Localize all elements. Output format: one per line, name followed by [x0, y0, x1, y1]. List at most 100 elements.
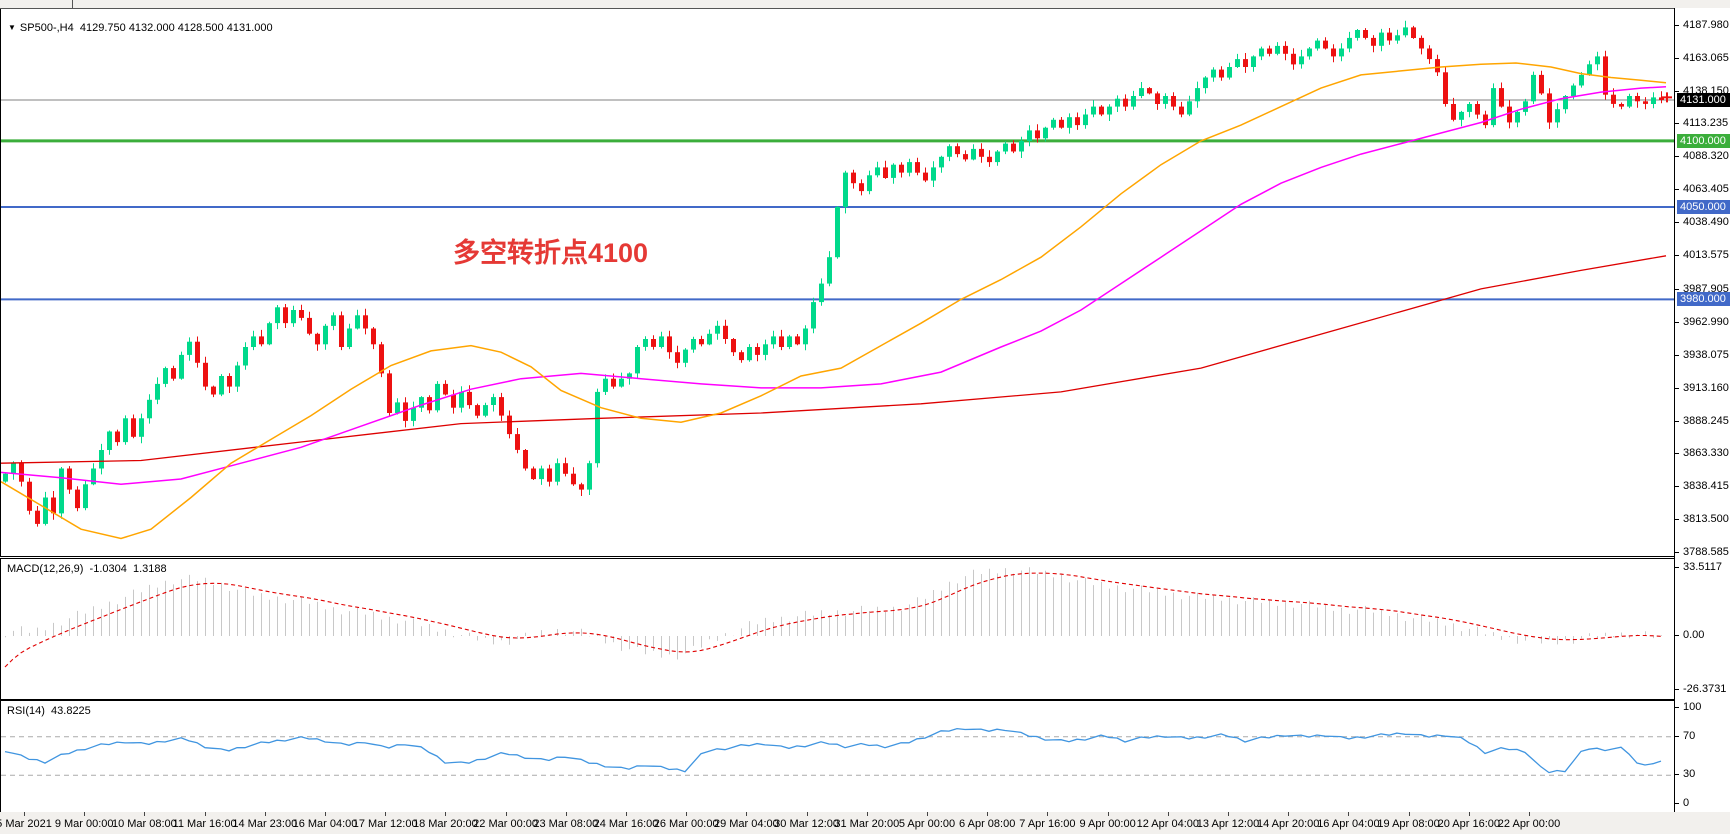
- macd-indicator-panel[interactable]: MACD(12,26,9) -1.0304 1.3188: [0, 558, 1675, 700]
- axis-tick: [1675, 566, 1679, 568]
- time-tick: [806, 812, 808, 816]
- rsi-line: [4, 727, 1662, 774]
- candle-body: [1395, 35, 1400, 41]
- candle-body: [739, 352, 744, 361]
- ohlc-open: 4129.750: [79, 22, 126, 34]
- rsi-axis-label: 30: [1683, 768, 1696, 781]
- candle-body: [1491, 88, 1496, 126]
- candle-body: [227, 376, 232, 387]
- candle-body: [787, 336, 792, 347]
- price-axis-label: 3838.415: [1683, 480, 1729, 493]
- candle-body: [123, 418, 128, 443]
- axis-tick: [1675, 354, 1679, 356]
- time-tick: [264, 812, 266, 816]
- candle-body: [531, 468, 536, 480]
- time-axis[interactable]: 5 Mar 2021 9 Mar 00:00 10 Mar 08:00 11 Mar …: [0, 812, 1730, 834]
- candle-body: [1443, 72, 1448, 104]
- rsi-canvas[interactable]: [1, 701, 1675, 813]
- axis-tick: [1675, 420, 1679, 422]
- candle-body: [795, 336, 800, 345]
- rsi-indicator-panel[interactable]: RSI(14) 43.8225: [0, 700, 1675, 814]
- symbol-label: SP500-,H4: [19, 22, 74, 34]
- price-axis-label: 3938.075: [1683, 348, 1729, 361]
- rsi-value: 43.8225: [51, 705, 91, 717]
- candle-body: [1331, 48, 1336, 57]
- time-tick: [445, 812, 447, 816]
- candle-body: [107, 431, 112, 450]
- candle-body: [1595, 56, 1600, 65]
- time-tick: [565, 812, 567, 816]
- candle-body: [659, 336, 664, 347]
- axis-tick: [1675, 552, 1679, 554]
- price-axis-label: 4013.575: [1683, 249, 1729, 262]
- time-tick: [24, 812, 25, 816]
- candle-body: [147, 399, 152, 419]
- candle-body: [371, 328, 376, 345]
- candle-body: [667, 336, 672, 353]
- price-axis-label: 4088.320: [1683, 150, 1729, 163]
- candle-body: [483, 405, 488, 416]
- ohlc-low: 4128.500: [177, 22, 224, 34]
- candle-body: [83, 484, 88, 509]
- main-price-panel[interactable]: ▼ SP500-,H4 4129.750 4132.000 4128.500 41…: [0, 9, 1675, 557]
- candle-body: [1043, 127, 1048, 139]
- candle-body: [1643, 101, 1648, 104]
- time-axis-label: 29 Mar 04:00: [713, 818, 779, 830]
- candle-body: [1139, 88, 1144, 96]
- candle-body: [803, 328, 808, 345]
- candle-body: [1339, 48, 1344, 57]
- ma-red-line: [1, 255, 1667, 464]
- macd-canvas[interactable]: [1, 559, 1675, 699]
- price-axis-label: 3863.330: [1683, 447, 1729, 460]
- candle-body: [1387, 32, 1392, 41]
- time-tick: [1348, 812, 1350, 816]
- candle-body: [1523, 101, 1528, 112]
- time-axis-label: 18 Mar 20:00: [412, 818, 478, 830]
- axis-tick: [1675, 774, 1679, 776]
- candle-body: [443, 383, 448, 395]
- symbol-dropdown-icon: ▼: [8, 23, 16, 32]
- candle-body: [987, 156, 992, 163]
- candle-body: [1251, 56, 1256, 67]
- candle-body: [835, 207, 840, 258]
- time-tick: [385, 812, 387, 816]
- candle-body: [1355, 30, 1360, 38]
- rsi-axis-label: 0: [1683, 797, 1690, 809]
- candle-body: [411, 407, 416, 421]
- candle-body: [675, 352, 680, 363]
- axis-tick: [1675, 24, 1679, 26]
- candle-body: [1107, 106, 1112, 115]
- time-axis-label: 22 Apr 00:00: [1497, 818, 1561, 830]
- price-axis-column[interactable]: 4187.980 4163.065 4138.150 4113.235 4088.320…: [1674, 8, 1730, 812]
- candle-body: [891, 164, 896, 178]
- price-axis-label: 4163.065: [1683, 51, 1729, 64]
- price-axis-label: 3962.990: [1683, 315, 1729, 328]
- candle-body: [1051, 119, 1056, 128]
- candle-body: [211, 386, 216, 395]
- time-tick: [1529, 812, 1530, 816]
- candle-body: [1147, 88, 1152, 94]
- candle-body: [75, 489, 80, 509]
- candle-body: [1187, 101, 1192, 115]
- candle-body: [427, 397, 432, 411]
- candle-body: [1483, 114, 1488, 126]
- macd-signal-value: 1.3188: [132, 563, 167, 575]
- candle-body: [963, 154, 968, 160]
- candle-body: [1059, 119, 1064, 128]
- main-chart-canvas[interactable]: [1, 9, 1675, 556]
- candle-body: [1067, 117, 1072, 128]
- time-axis-label: 26 Mar 00:00: [653, 818, 719, 830]
- candle-body: [1435, 59, 1440, 73]
- candle-body: [779, 336, 784, 347]
- candle-body: [771, 336, 776, 345]
- time-tick: [1408, 812, 1410, 816]
- candle-body: [291, 310, 296, 324]
- candle-body: [1195, 88, 1200, 102]
- candle-body: [51, 497, 56, 514]
- axis-tick: [1675, 255, 1679, 257]
- candle-body: [499, 397, 504, 416]
- candle-body: [1427, 48, 1432, 60]
- candle-body: [3, 473, 8, 482]
- candle-body: [1379, 32, 1384, 46]
- candle-body: [843, 172, 848, 207]
